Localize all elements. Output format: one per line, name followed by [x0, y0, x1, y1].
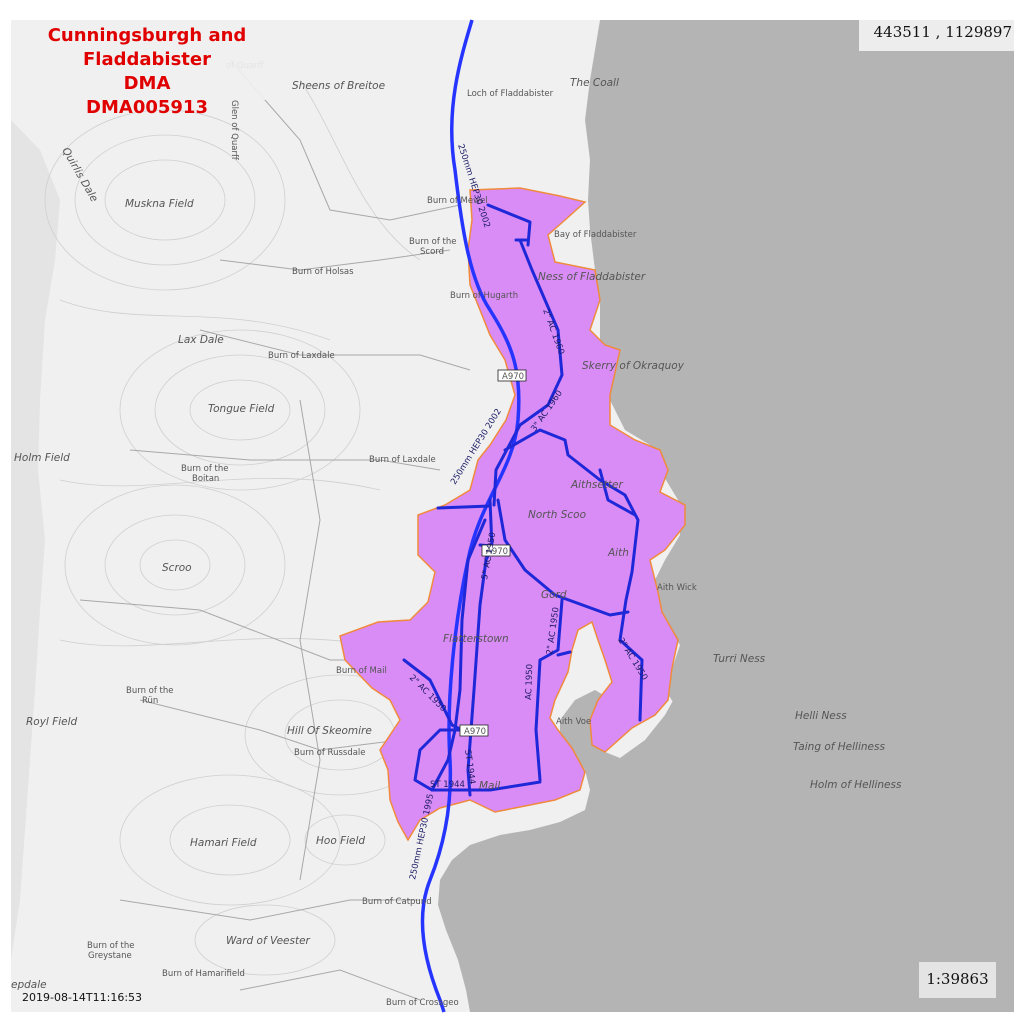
timestamp: 2019-08-14T11:16:53 — [22, 991, 143, 1004]
label-north-scoo: North Scoo — [528, 509, 586, 521]
dma-title-name: Cunningsburgh and Fladdabister — [47, 25, 247, 70]
label-catpund: Burn of Catpund — [362, 897, 432, 907]
label-scroo: Scroo — [162, 562, 192, 574]
label-aith-voe: Aith Voe — [556, 717, 591, 727]
label-lax-dale: Lax Dale — [178, 334, 224, 346]
label-hamari: Hamari Field — [190, 837, 257, 849]
label-ness-fladdabister: Ness of Fladdabister — [538, 271, 646, 283]
streams — [79, 59, 471, 1001]
coordinate-readout: 443511 , 1129897 — [859, 20, 1014, 51]
road-a970-3: A970 — [464, 727, 486, 737]
label-laxdale-1: Burn of Laxdale — [268, 351, 335, 361]
label-run-1: Burn of the — [126, 686, 174, 696]
label-aith-wick: Aith Wick — [657, 583, 697, 593]
label-ward-veester: Ward of Veester — [226, 935, 311, 947]
label-mail: Mail — [479, 780, 500, 792]
label-aith: Aith — [607, 547, 629, 559]
label-laxdale-2: Burn of Laxdale — [369, 455, 436, 465]
pipe-label-st1944-a: ST 1944 — [462, 749, 477, 785]
label-muskna: Muskna Field — [125, 198, 194, 210]
pipe-label-st1944-b: ST 1944 — [430, 780, 465, 790]
label-skeomire: Hill Of Skeomire — [287, 725, 372, 737]
label-scord-2: Scord — [420, 247, 444, 257]
label-tongue-field: Tongue Field — [208, 403, 275, 415]
label-taing-helliness: Taing of Helliness — [793, 741, 885, 753]
label-sheens: Sheens of Breitoe — [292, 80, 385, 92]
label-holsas: Burn of Holsas — [292, 267, 354, 277]
label-holm-helliness: Holm of Helliness — [810, 779, 902, 791]
label-gord: Gord — [541, 589, 567, 601]
label-hamarifield: Burn of Hamarifield — [162, 969, 245, 979]
label-glen-quarff: Glen of Quarff — [229, 100, 239, 161]
label-bay: Bay of Fladdabister — [554, 230, 637, 240]
road-a970-1: A970 — [502, 372, 524, 382]
sea-area — [438, 20, 1014, 1012]
road-a970-2: A970 — [486, 547, 508, 557]
place-labels: Sheens of Breitoe of Quarff Glen of Quar… — [11, 61, 902, 991]
label-boitan-1: Burn of the — [181, 464, 229, 474]
label-skerry-okraquoy: Skerry of Okraquoy — [582, 360, 685, 372]
label-greystane-1: Burn of the — [87, 941, 135, 951]
scale-text: 1:39863 — [926, 970, 989, 988]
scale-readout: 1:39863 — [919, 962, 996, 998]
label-epdale: epdale — [11, 979, 47, 991]
label-flatterstown: Flatterstown — [443, 633, 509, 645]
label-loch: Loch of Fladdabister — [467, 89, 554, 99]
label-run-2: Rün — [142, 696, 158, 706]
label-burn-mail: Burn of Mail — [336, 666, 387, 676]
label-aithsetter: Aithsetter — [570, 479, 623, 491]
label-greystane-2: Greystane — [88, 951, 132, 961]
contour-lines — [44, 79, 436, 976]
label-holm-field: Holm Field — [14, 452, 70, 464]
label-scord-1: Burn of the — [409, 237, 457, 247]
dma-title-id: DMA005913 — [86, 97, 208, 118]
label-hoo-field: Hoo Field — [316, 835, 365, 847]
label-the-coall: The Coall — [570, 77, 619, 89]
label-crossgeo: Burn of Crossgeo — [386, 998, 459, 1008]
label-hugarth: Burn of Hugarth — [450, 291, 518, 301]
small-labels: Loch of Fladdabister Burn of Mewel Bay o… — [87, 89, 697, 1008]
label-russdale: Burn of Russdale — [294, 748, 366, 758]
west-coast-shading — [11, 120, 60, 960]
dma-title-type: DMA — [123, 73, 171, 94]
label-burn-mewel: Burn of Mewel — [427, 196, 488, 206]
label-royl-field: Royl Field — [26, 716, 78, 728]
label-turri-ness: Turri Ness — [713, 653, 766, 665]
road-shields — [459, 369, 527, 737]
dma-title-panel: Cunningsburgh and Fladdabister DMA DMA00… — [11, 20, 283, 118]
label-helli-ness: Helli Ness — [795, 710, 847, 722]
coordinate-text: 443511 , 1129897 — [873, 23, 1012, 41]
label-boitan-2: Boitan — [192, 474, 219, 484]
pipe-label-ac1950-d: AC 1950 — [524, 664, 535, 700]
